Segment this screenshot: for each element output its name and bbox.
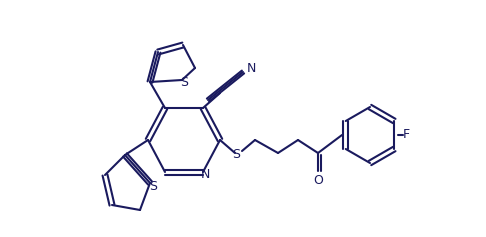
Text: S: S: [149, 179, 157, 192]
Text: O: O: [313, 174, 323, 187]
Text: N: N: [200, 168, 209, 181]
Text: N: N: [246, 63, 256, 76]
Text: F: F: [402, 128, 410, 141]
Text: S: S: [232, 147, 240, 160]
Text: S: S: [180, 76, 188, 88]
